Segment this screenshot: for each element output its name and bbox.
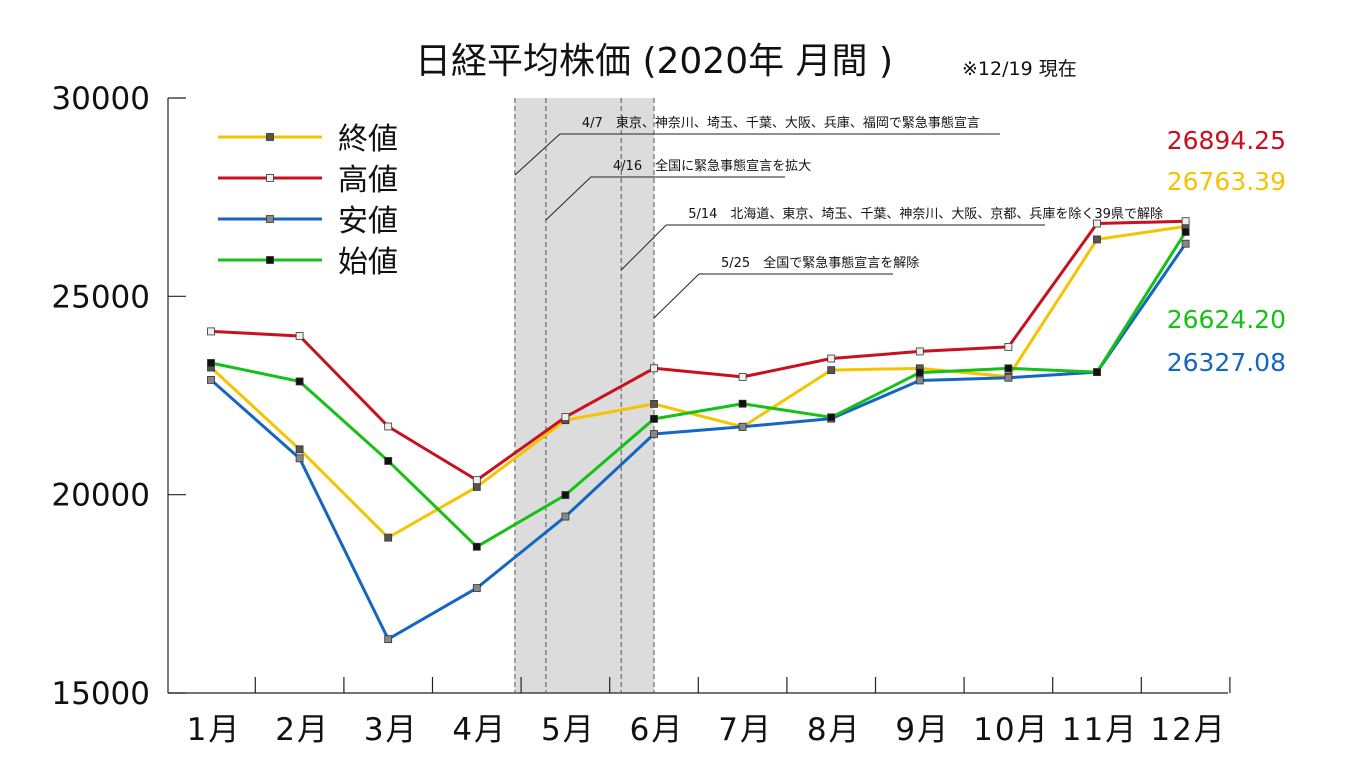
y-tick-label: 30000 [51, 81, 150, 117]
data-point [738, 422, 747, 431]
y-tick-label: 15000 [51, 676, 150, 712]
legend-marker [266, 133, 274, 141]
data-point [207, 327, 215, 336]
legend-marker [266, 174, 274, 182]
final-value-label: 26763.39 [1167, 167, 1286, 196]
series-line-安値 [210, 242, 1187, 641]
chart-subtitle: ※12/19 現在 [962, 58, 1077, 80]
data-point [472, 542, 481, 551]
data-point [472, 584, 481, 592]
legend-label: 終値 [338, 122, 398, 157]
data-point [915, 376, 924, 385]
series-line-終値 [209, 224, 1186, 540]
data-point [738, 372, 747, 381]
event-label: 5/25 全国で緊急事態宣言を解除 [721, 255, 919, 271]
data-point [915, 368, 924, 377]
series-line-始値 [210, 231, 1187, 549]
data-point [1181, 228, 1190, 236]
data-point [650, 430, 658, 438]
event-label: 4/16 全国に緊急事態宣言を拡大 [613, 158, 811, 174]
data-point [207, 376, 215, 384]
data-point [561, 491, 570, 499]
final-value-label: 26327.08 [1167, 348, 1286, 377]
data-point [295, 377, 304, 386]
x-tick-label: 3月 [364, 712, 419, 748]
y-tick-label: 20000 [51, 478, 150, 514]
data-point [384, 457, 393, 465]
x-tick-label: 9月 [895, 712, 950, 748]
data-point [472, 476, 481, 485]
legend-marker [266, 215, 274, 223]
legend-marker [266, 256, 274, 264]
data-point [295, 445, 304, 454]
final-values: 26894.25 26763.39 26624.20 26327.08 [1167, 126, 1286, 377]
event-label: 4/7 東京、神奈川、埼玉、千葉、大阪、兵庫、福岡で緊急事態宣言 [582, 115, 980, 131]
data-point [1093, 235, 1101, 244]
legend-label: 始値 [338, 245, 398, 280]
data-point [650, 415, 658, 423]
data-point [738, 399, 747, 408]
final-value-label: 26624.20 [1167, 305, 1286, 334]
event-label: 5/14 北海道、東京、埼玉、千葉、神奈川、大阪、京都、兵庫を除く39県で解除 [688, 206, 1163, 222]
data-point [827, 366, 836, 375]
data-point [1093, 219, 1101, 228]
x-tick-label: 1月 [187, 712, 242, 748]
final-value-label: 26894.25 [1167, 126, 1286, 155]
data-point [827, 354, 836, 363]
event-annotations: 4/7 東京、神奈川、埼玉、千葉、大阪、兵庫、福岡で緊急事態宣言 4/16 全国に… [514, 98, 1163, 693]
x-tick-label: 7月 [718, 712, 773, 748]
data-point [295, 332, 304, 340]
data-series [207, 217, 1190, 644]
event-leader-line [620, 224, 1045, 271]
x-tick-label: 2月 [275, 712, 330, 748]
data-point [1004, 364, 1013, 373]
data-point [295, 454, 304, 463]
data-point [915, 347, 924, 356]
series-line-高値 [210, 219, 1186, 482]
data-point [1181, 217, 1190, 226]
legend-label: 安値 [338, 204, 398, 239]
data-point [472, 483, 481, 491]
state-of-emergency-shading [514, 98, 654, 693]
y-tick-label: 25000 [51, 279, 150, 315]
data-point [650, 364, 658, 373]
event-leader-line [653, 273, 893, 319]
data-point [561, 413, 570, 422]
x-tick-label: 11月 [1062, 712, 1138, 748]
event-leader-line [545, 176, 785, 221]
data-point [561, 512, 570, 521]
x-tick-label: 4月 [452, 712, 507, 748]
data-point [384, 635, 393, 644]
data-point [1181, 239, 1190, 248]
data-point [1093, 368, 1101, 376]
data-point [650, 400, 658, 408]
emergency-period-band [514, 98, 654, 693]
data-point [1004, 373, 1013, 382]
x-tick-label: 12月 [1150, 712, 1226, 748]
data-point [1004, 343, 1013, 351]
chart-title: 日経平均株価 (2020年 月間 ) [415, 41, 893, 82]
data-point [384, 533, 393, 542]
legend-label: 高値 [338, 163, 398, 198]
x-tick-label: 10月 [973, 712, 1049, 748]
data-point [827, 413, 836, 422]
event-leader-line [514, 133, 1000, 176]
x-tick-label: 5月 [541, 712, 596, 748]
x-tick-label: 8月 [807, 712, 862, 748]
x-tick-label: 6月 [630, 712, 685, 748]
axes: 30000 25000 20000 15000 1月 2月 3月 4月 5月 6月 7月 8月 9月 10… [51, 81, 1231, 748]
data-point [384, 422, 393, 431]
data-point [207, 359, 215, 367]
